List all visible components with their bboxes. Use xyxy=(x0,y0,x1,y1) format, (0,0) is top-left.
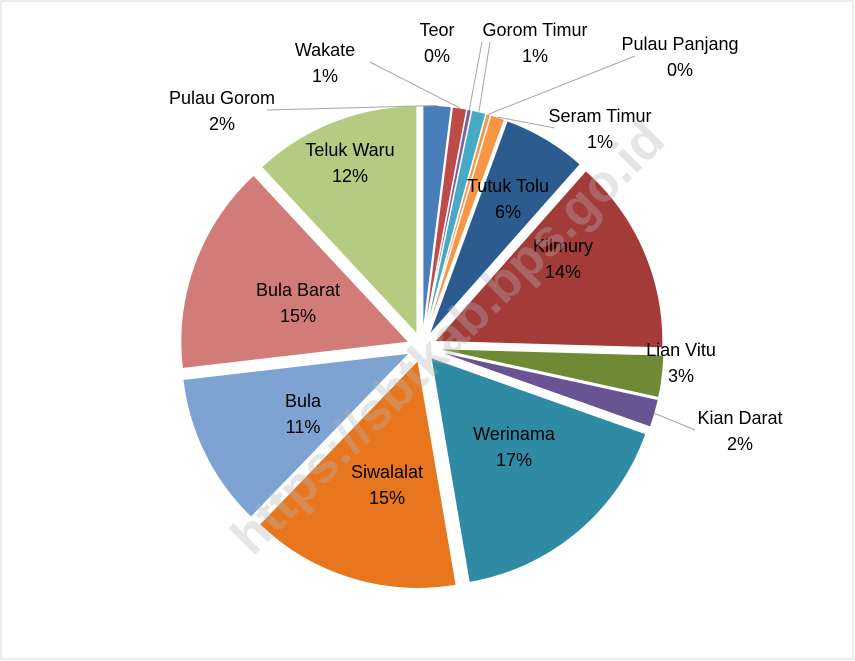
value-label: 3% xyxy=(668,366,694,386)
category-label: Kian Darat xyxy=(697,408,782,428)
category-label: Seram Timur xyxy=(548,106,651,126)
leader-line xyxy=(654,412,696,431)
pie xyxy=(180,104,665,589)
pie-slice xyxy=(423,106,468,334)
leader-line xyxy=(468,41,483,110)
value-label: 0% xyxy=(667,60,693,80)
category-label: Wakate xyxy=(295,40,355,60)
value-label: 15% xyxy=(369,488,405,508)
leader-line xyxy=(497,116,556,129)
pie-slice xyxy=(430,356,647,584)
category-label: Kilmury xyxy=(533,236,593,256)
category-label: Siwalalat xyxy=(351,462,423,482)
category-label: Bula xyxy=(285,391,322,411)
value-label: 14% xyxy=(545,262,581,282)
value-label: 15% xyxy=(280,306,316,326)
leader-line xyxy=(369,61,460,109)
labels: Pulau Gorom 2% Wakate 1% Teor 0% Gorom Timur 1%… xyxy=(169,20,783,508)
category-label: Pulau Panjang xyxy=(621,34,738,54)
pie-slice xyxy=(435,348,665,399)
leader-line xyxy=(488,55,636,115)
value-label: 1% xyxy=(522,46,548,66)
category-label: Teluk Waru xyxy=(305,140,394,160)
value-label: 1% xyxy=(587,132,613,152)
value-label: 1% xyxy=(312,66,338,86)
leader-line xyxy=(266,104,438,111)
category-label: Werinama xyxy=(473,424,556,444)
pie-slice xyxy=(435,350,659,428)
category-label: Tutuk Tolu xyxy=(467,176,549,196)
category-label: Teor xyxy=(419,20,454,40)
value-label: 17% xyxy=(496,450,532,470)
pie-slice xyxy=(433,169,664,349)
pie-slice xyxy=(424,109,487,334)
category-label: Gorom Timur xyxy=(482,20,587,40)
value-label: 11% xyxy=(286,417,321,437)
pie-slice xyxy=(182,352,411,518)
value-label: 2% xyxy=(727,434,753,454)
category-label: Bula Barat xyxy=(256,280,340,300)
value-label: 12% xyxy=(332,166,368,186)
pie-slice xyxy=(424,108,472,334)
pie-slice xyxy=(180,174,410,370)
category-label: Lian Vitu xyxy=(646,340,716,360)
value-label: 2% xyxy=(209,114,235,134)
value-label: 6% xyxy=(495,202,521,222)
pie-slice xyxy=(258,359,457,589)
category-label: Pulau Gorom xyxy=(169,88,275,108)
pie-slice xyxy=(428,120,581,336)
leader-line xyxy=(478,41,491,112)
value-label: 0% xyxy=(424,46,450,66)
